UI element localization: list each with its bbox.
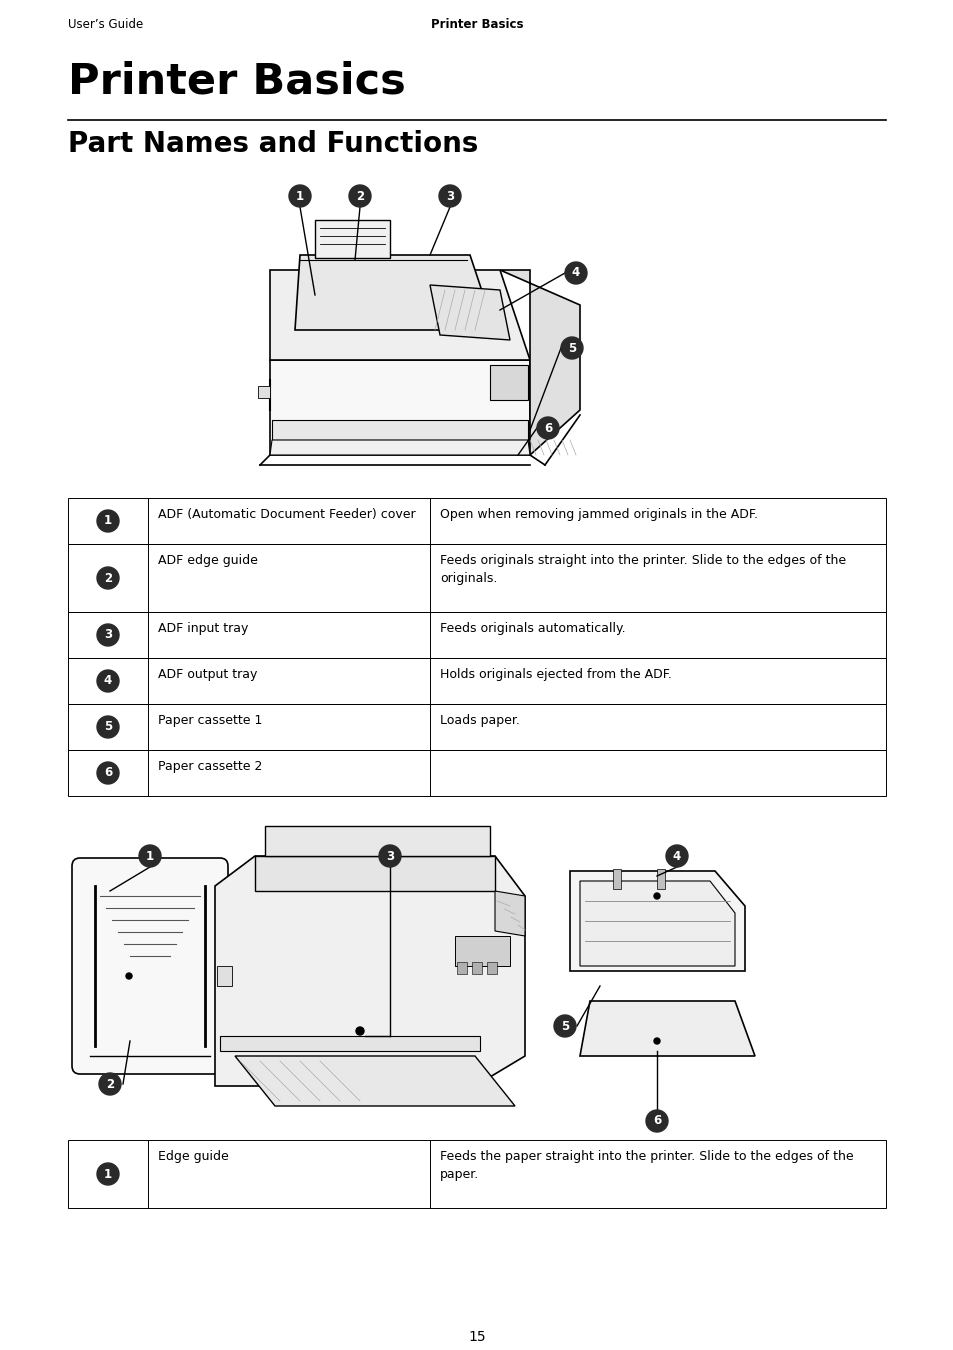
Text: 1: 1 — [295, 189, 304, 202]
Text: 1: 1 — [104, 1168, 112, 1180]
Circle shape — [654, 892, 659, 899]
Text: ADF output tray: ADF output tray — [158, 668, 257, 680]
Circle shape — [438, 185, 460, 207]
Text: 1: 1 — [104, 514, 112, 528]
Text: Edge guide: Edge guide — [158, 1150, 229, 1162]
Text: 2: 2 — [106, 1077, 114, 1091]
Circle shape — [97, 1162, 119, 1185]
Bar — [68, 1139, 885, 1208]
Polygon shape — [272, 420, 527, 440]
Text: 6: 6 — [104, 767, 112, 779]
Text: 1: 1 — [146, 849, 153, 863]
Polygon shape — [270, 270, 530, 360]
Polygon shape — [254, 856, 495, 891]
Text: Part Names and Functions: Part Names and Functions — [68, 130, 477, 158]
Polygon shape — [270, 360, 530, 455]
Bar — [456, 963, 467, 973]
Circle shape — [97, 567, 119, 589]
Bar — [68, 657, 885, 703]
Bar — [68, 498, 885, 544]
Bar — [68, 544, 885, 612]
Polygon shape — [234, 1056, 515, 1106]
Polygon shape — [220, 1035, 479, 1052]
Text: 6: 6 — [543, 421, 552, 435]
Circle shape — [126, 973, 132, 979]
Polygon shape — [499, 270, 579, 455]
Text: ADF (Automatic Document Feeder) cover: ADF (Automatic Document Feeder) cover — [158, 508, 416, 521]
Polygon shape — [270, 440, 530, 455]
Text: 5: 5 — [567, 342, 576, 355]
Text: ADF input tray: ADF input tray — [158, 622, 248, 634]
Text: Paper cassette 1: Paper cassette 1 — [158, 714, 262, 728]
Text: 4: 4 — [571, 266, 579, 279]
Text: 15: 15 — [468, 1330, 485, 1345]
Text: 3: 3 — [445, 189, 454, 202]
Polygon shape — [579, 1000, 754, 1056]
Polygon shape — [579, 882, 734, 967]
Bar — [613, 869, 620, 890]
Text: 2: 2 — [104, 571, 112, 585]
Circle shape — [97, 670, 119, 693]
Bar — [490, 364, 527, 400]
Circle shape — [645, 1110, 667, 1133]
Text: User’s Guide: User’s Guide — [68, 18, 143, 31]
Text: Feeds originals automatically.: Feeds originals automatically. — [439, 622, 625, 634]
Circle shape — [97, 716, 119, 738]
Circle shape — [139, 845, 161, 867]
Text: 4: 4 — [672, 849, 680, 863]
Bar — [68, 612, 885, 657]
Text: Paper cassette 2: Paper cassette 2 — [158, 760, 262, 774]
Bar — [216, 967, 232, 985]
Bar — [472, 963, 481, 973]
Text: 6: 6 — [652, 1115, 660, 1127]
Text: 5: 5 — [104, 721, 112, 733]
Circle shape — [554, 1015, 576, 1037]
Text: 3: 3 — [104, 629, 112, 641]
Circle shape — [665, 845, 687, 867]
Circle shape — [378, 845, 400, 867]
Polygon shape — [265, 826, 490, 856]
Circle shape — [355, 1027, 364, 1035]
Text: Open when removing jammed originals in the ADF.: Open when removing jammed originals in t… — [439, 508, 758, 521]
Polygon shape — [430, 285, 510, 340]
Polygon shape — [495, 891, 524, 936]
Polygon shape — [294, 255, 495, 329]
FancyBboxPatch shape — [71, 859, 228, 1075]
Text: 4: 4 — [104, 675, 112, 687]
Circle shape — [97, 761, 119, 784]
Circle shape — [97, 510, 119, 532]
Circle shape — [654, 1038, 659, 1044]
Polygon shape — [214, 856, 524, 1085]
Circle shape — [560, 338, 582, 359]
Text: Printer Basics: Printer Basics — [68, 59, 405, 103]
Circle shape — [537, 417, 558, 439]
Text: 5: 5 — [560, 1019, 569, 1033]
Text: Loads paper.: Loads paper. — [439, 714, 519, 728]
Bar — [68, 751, 885, 796]
Text: Holds originals ejected from the ADF.: Holds originals ejected from the ADF. — [439, 668, 671, 680]
Text: Printer Basics: Printer Basics — [431, 18, 522, 31]
Bar — [657, 869, 664, 890]
Bar — [68, 703, 885, 751]
Circle shape — [289, 185, 311, 207]
Circle shape — [349, 185, 371, 207]
Bar — [486, 963, 497, 973]
Polygon shape — [314, 220, 390, 258]
Bar — [455, 936, 510, 967]
Circle shape — [99, 1073, 121, 1095]
Polygon shape — [569, 871, 744, 971]
Bar — [257, 386, 270, 398]
Text: 2: 2 — [355, 189, 364, 202]
Circle shape — [97, 624, 119, 647]
Text: ADF edge guide: ADF edge guide — [158, 554, 257, 567]
Circle shape — [564, 262, 586, 284]
Text: 3: 3 — [386, 849, 394, 863]
Text: Feeds the paper straight into the printer. Slide to the edges of the
paper.: Feeds the paper straight into the printe… — [439, 1150, 853, 1181]
Text: Feeds originals straight into the printer. Slide to the edges of the
originals.: Feeds originals straight into the printe… — [439, 554, 845, 585]
